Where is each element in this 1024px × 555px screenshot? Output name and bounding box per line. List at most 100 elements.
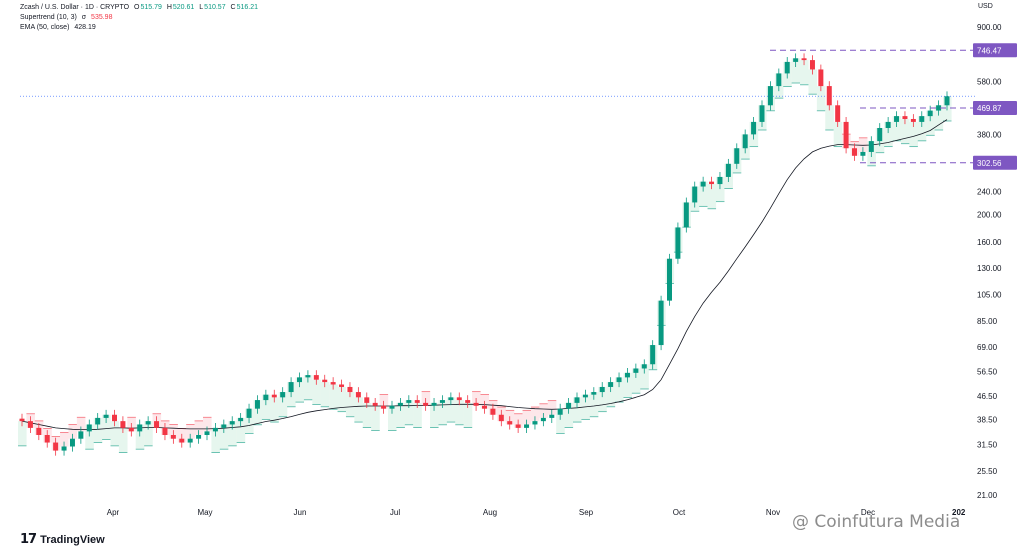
y-tick-label: 69.00 <box>977 343 998 352</box>
candle-body <box>322 379 328 383</box>
supertrend-up-fill <box>564 402 574 428</box>
candle-body <box>683 202 689 228</box>
candle-body <box>137 424 143 432</box>
y-tick-label: 200.00 <box>977 210 1002 219</box>
supertrend-up-fill <box>413 402 422 428</box>
supertrend-up-fill <box>892 116 902 141</box>
supertrend-up-fill <box>455 400 464 425</box>
high-label: H <box>166 4 172 11</box>
candle-body <box>305 375 311 378</box>
supertrend-up-fill <box>615 377 624 403</box>
candle-body <box>624 372 630 378</box>
supertrend-up-fill <box>556 408 565 434</box>
supertrend-down-fill <box>194 420 204 435</box>
x-tick-label: Aug <box>483 508 497 517</box>
supertrend-up-fill <box>816 86 826 111</box>
supertrend-up-fill <box>404 400 414 425</box>
candle-body <box>280 392 286 398</box>
ema-line <box>21 119 948 430</box>
x-tick-label: Oct <box>673 508 686 517</box>
supertrend-up-fill <box>118 427 128 453</box>
ema-label: EMA (50, close) <box>20 24 70 31</box>
supertrend-up-fill <box>598 386 607 412</box>
candle-body <box>524 424 530 428</box>
candle-body <box>826 86 832 106</box>
supertrend-up-fill <box>261 394 271 420</box>
candle-body <box>456 397 462 401</box>
supertrend-up-fill <box>110 421 120 446</box>
candle-body <box>633 368 639 373</box>
supertrend-up-fill <box>631 368 641 394</box>
low-label: L <box>199 4 204 11</box>
candle-body <box>162 427 168 435</box>
candle-body <box>204 431 210 435</box>
candle-body <box>19 418 25 422</box>
candle-body <box>61 446 67 451</box>
supertrend-down-fill <box>68 424 78 439</box>
supertrend-up-fill <box>270 397 279 423</box>
supertrend-up-fill <box>446 397 456 423</box>
supertrend-down-fill <box>203 417 212 432</box>
supertrend-up-fill <box>884 121 893 147</box>
ema-row[interactable]: EMA (50, close) 428.19 <box>20 23 258 33</box>
x-axis-year-label: 202 <box>952 508 966 517</box>
supertrend-up-fill <box>211 427 221 453</box>
candle-body <box>734 148 740 164</box>
x-tick-label: Jun <box>294 508 307 517</box>
supertrend-down-fill <box>186 424 195 439</box>
symbol-name[interactable]: Zcash / U.S. Dollar · 1D · CRYPTO <box>20 4 130 11</box>
candle-body <box>608 382 614 387</box>
candle-body <box>490 408 496 415</box>
candle-body <box>902 116 908 119</box>
supertrend-up-fill <box>589 392 599 417</box>
candle-body <box>767 86 773 106</box>
candle-body <box>482 405 487 409</box>
y-tick-label: 31.50 <box>977 441 998 450</box>
tradingview-logo[interactable]: 17 TradingView <box>20 532 105 547</box>
candle-body <box>759 105 765 122</box>
candle-body <box>154 421 160 428</box>
supertrend-up-fill <box>800 60 809 85</box>
y-tick-label: 46.50 <box>977 392 998 401</box>
candle-body <box>658 300 664 346</box>
supertrend-value: 535.98 <box>91 14 113 21</box>
open-value: 515.79 <box>140 4 162 11</box>
supertrend-up-fill <box>354 397 363 423</box>
candle-body <box>549 414 555 418</box>
candle-body <box>221 424 227 428</box>
supertrend-up-fill <box>236 417 246 443</box>
y-tick-label: 56.50 <box>977 368 998 377</box>
supertrend-up-fill <box>396 402 406 428</box>
candle-body <box>515 424 521 428</box>
supertrend-down-fill <box>522 410 532 425</box>
candle-body <box>145 421 151 425</box>
candle-body <box>507 421 513 425</box>
supertrend-row[interactable]: Supertrend (10, 3) σ 535.98 <box>20 13 258 23</box>
candle-body <box>700 181 706 187</box>
candle-body <box>439 400 445 403</box>
candle-body <box>120 421 126 428</box>
candle-body <box>423 402 429 406</box>
candle-body <box>927 110 933 117</box>
supertrend-up-fill <box>85 424 94 450</box>
candle-body <box>381 405 387 409</box>
open-label: O <box>134 4 140 11</box>
supertrend-up-fill <box>438 400 448 425</box>
supertrend-down-fill <box>530 407 540 422</box>
supertrend-up-fill <box>295 377 305 403</box>
candle-body <box>128 427 134 432</box>
supertrend-up-fill <box>303 375 313 400</box>
y-tick-label: 900.00 <box>977 23 1002 32</box>
candle-body <box>448 397 454 401</box>
supertrend-up-fill <box>228 421 237 446</box>
candle-body <box>465 400 471 403</box>
candle-body <box>212 427 218 432</box>
candle-body <box>751 121 757 135</box>
candle-body <box>776 73 782 87</box>
price-label-text: 469.87 <box>977 104 1002 113</box>
candle-body <box>103 414 109 418</box>
y-tick-label: 21.00 <box>977 491 998 500</box>
low-value: 510.57 <box>204 4 226 11</box>
